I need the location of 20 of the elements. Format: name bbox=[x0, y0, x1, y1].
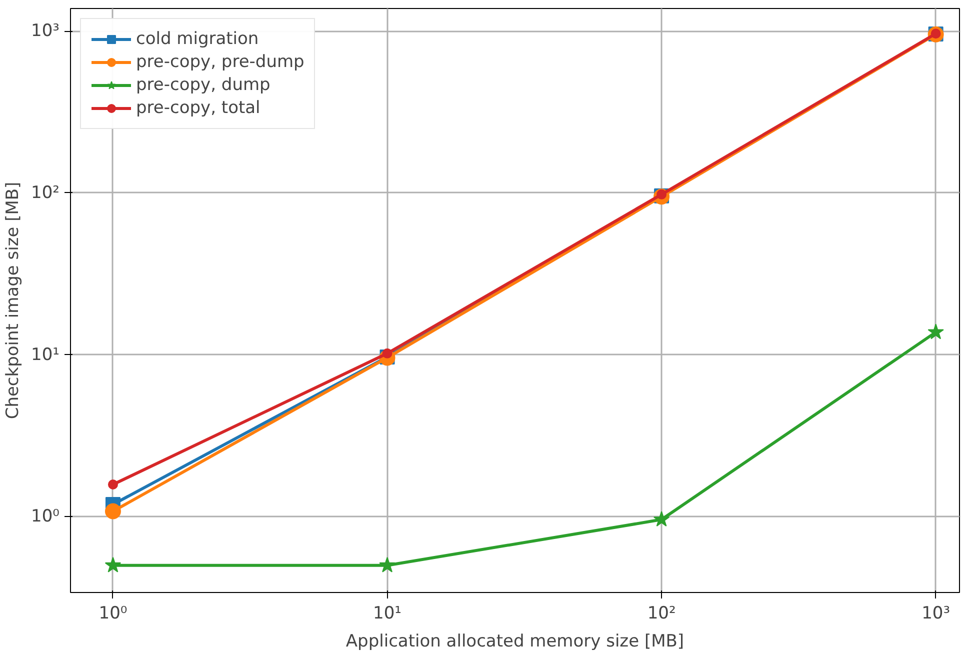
legend-label: pre-copy, dump bbox=[136, 75, 270, 95]
point bbox=[928, 324, 944, 340]
point bbox=[653, 511, 670, 527]
y-axis-title: Checkpoint image size [MB] bbox=[3, 182, 24, 420]
x-tick-label: 10⁰ bbox=[98, 604, 128, 624]
x-axis-title: Application allocated memory size [MB] bbox=[346, 632, 684, 652]
point bbox=[104, 556, 122, 572]
point bbox=[108, 480, 118, 490]
legend-label: pre-copy, pre-dump bbox=[136, 52, 304, 72]
y-tick-label: 10¹ bbox=[31, 344, 60, 365]
x-tick-label: 10¹ bbox=[373, 604, 402, 624]
x-tick-label: 10³ bbox=[922, 604, 950, 624]
legend-label: cold migration bbox=[136, 29, 259, 49]
y-tick-label: 10⁰ bbox=[31, 506, 60, 527]
y-tick-label: 10³ bbox=[31, 21, 60, 42]
legend-label: pre-copy, total bbox=[136, 98, 260, 118]
point bbox=[379, 556, 396, 572]
x-tick-label: 10² bbox=[647, 604, 676, 624]
point bbox=[104, 503, 121, 520]
y-tick-label: 10² bbox=[31, 182, 60, 203]
